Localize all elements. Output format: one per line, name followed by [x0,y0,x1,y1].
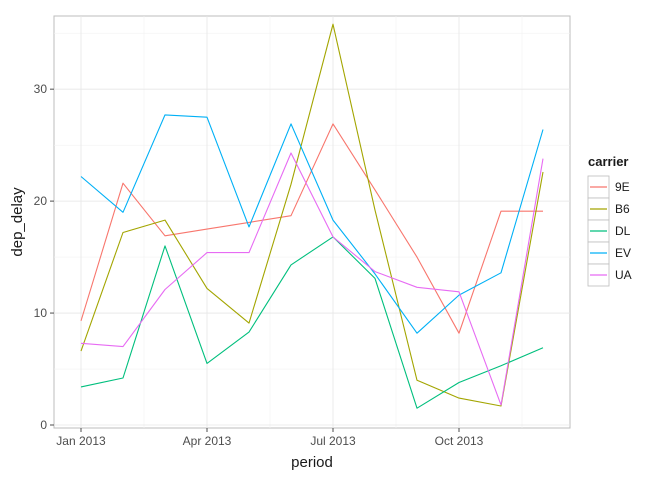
y-tick-label: 20 [34,194,48,208]
legend-title: carrier [588,154,628,169]
y-tick-label: 30 [34,82,48,96]
legend-label: DL [615,224,631,238]
plot-panel [53,15,571,429]
x-axis-ticks: Jan 2013 Apr 2013 Jul 2013 Oct 2013 [56,428,484,448]
grid-lines [54,16,570,428]
legend-label: 9E [615,180,630,194]
y-tick-label: 10 [34,306,48,320]
legend-label: B6 [615,202,630,216]
x-tick-label: Oct 2013 [435,434,484,448]
x-tick-label: Jan 2013 [56,434,106,448]
y-axis-title: dep_delay [9,187,26,257]
y-tick-label: 0 [40,418,47,432]
series-line-b6 [80,23,544,407]
series-lines [80,23,544,409]
x-tick-label: Apr 2013 [183,434,232,448]
legend-label: UA [615,268,632,282]
legend-label: EV [615,246,631,260]
series-line-ua [80,152,544,406]
x-axis-title: period [291,454,333,471]
x-tick-label: Jul 2013 [310,434,356,448]
series-line-dl [80,236,544,409]
legend: carrier 9E B6 DL EV UA [587,154,632,287]
series-line-ev [80,114,544,334]
series-line-9e [80,123,543,334]
y-axis-ticks: 0 10 20 30 [34,82,54,432]
